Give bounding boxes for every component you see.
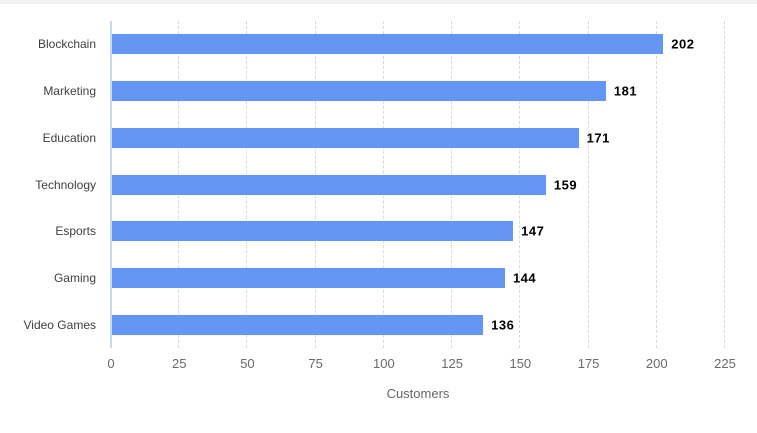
bar-gaming[interactable] bbox=[112, 267, 505, 288]
bar-row: 171 bbox=[112, 114, 742, 161]
bar-value-label: 202 bbox=[671, 36, 695, 52]
value-axis-tick-label: 25 bbox=[171, 356, 187, 371]
bar-row: 147 bbox=[112, 208, 742, 255]
bar-row: 159 bbox=[112, 161, 742, 208]
bar-value-label: 159 bbox=[553, 177, 578, 193]
top-border bbox=[0, 0, 757, 4]
bar-row: 202 bbox=[112, 21, 742, 68]
value-axis-tick-label: 225 bbox=[714, 356, 736, 371]
bar-row: 144 bbox=[112, 255, 742, 302]
value-axis-tick-label: 125 bbox=[441, 356, 463, 371]
bar-row: 181 bbox=[112, 68, 742, 115]
category-label: Video Games bbox=[23, 317, 97, 332]
bar-marketing[interactable] bbox=[112, 81, 606, 102]
value-axis-tick-label: 0 bbox=[107, 356, 115, 371]
value-axis-tick-label: 150 bbox=[509, 356, 532, 371]
value-axis-tick-label: 75 bbox=[308, 356, 323, 371]
value-axis-tick-label: 100 bbox=[373, 356, 395, 371]
bar-value-label: 147 bbox=[521, 223, 545, 239]
bar-series: 202 181 171 159 147 144 136 bbox=[112, 21, 742, 348]
category-label: Blockchain bbox=[37, 37, 96, 52]
category-label: Gaming bbox=[53, 270, 96, 285]
bar-value-label: 144 bbox=[512, 270, 537, 286]
bar-video-games[interactable] bbox=[112, 314, 484, 335]
y-axis-line bbox=[110, 21, 112, 348]
category-label: Marketing bbox=[43, 84, 96, 99]
category-axis-labels: Blockchain Marketing Education Technology Es… bbox=[0, 21, 97, 348]
bar-technology[interactable] bbox=[112, 174, 546, 195]
bar-esports[interactable] bbox=[112, 221, 514, 242]
value-axis-tick-label: 50 bbox=[240, 356, 255, 371]
value-axis-tick-label: 175 bbox=[577, 356, 600, 371]
bar-value-label: 181 bbox=[613, 83, 638, 99]
bar-blockchain[interactable] bbox=[112, 34, 664, 55]
bar-education[interactable] bbox=[112, 127, 579, 148]
value-axis-tick-labels: 0 25 50 75 100 125 150 175 200 225 bbox=[107, 356, 735, 372]
category-label: Technology bbox=[35, 177, 96, 192]
value-axis-tick-label: 200 bbox=[645, 356, 668, 371]
bar-row: 136 bbox=[112, 301, 742, 348]
bar-value-label: 136 bbox=[491, 317, 515, 333]
category-label: Esports bbox=[55, 224, 96, 239]
bar-value-label: 171 bbox=[586, 130, 610, 146]
value-axis-title: Customers bbox=[386, 386, 450, 401]
category-label: Education bbox=[42, 130, 96, 145]
